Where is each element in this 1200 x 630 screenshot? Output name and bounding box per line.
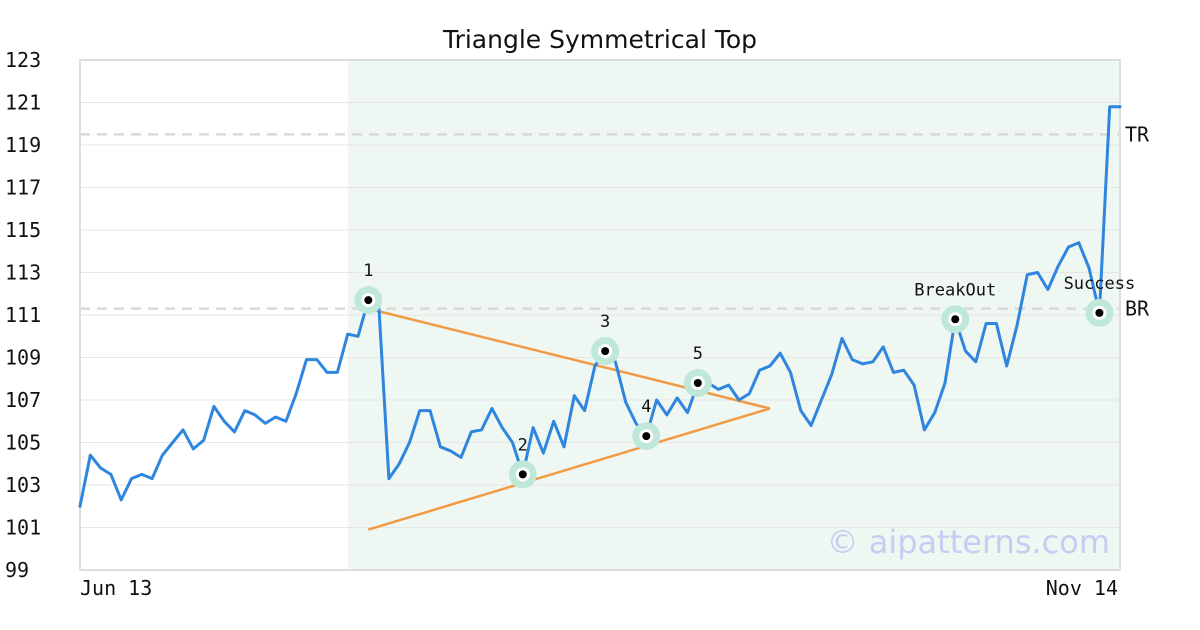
y-tick-label: 105: [5, 431, 41, 455]
marker-dot: [1095, 308, 1104, 317]
y-tick-label: 123: [5, 48, 41, 72]
marker-dot: [693, 379, 702, 387]
marker-dot: [951, 315, 960, 324]
y-tick-label: 111: [5, 303, 41, 327]
y-tick-label: 113: [5, 261, 41, 285]
marker-dot: [642, 432, 651, 441]
chart-title: Triangle Symmetrical Top: [442, 25, 757, 54]
x-tick-label-start: Jun 13: [80, 576, 152, 600]
y-axis-ticks: 99 101 103 105 107 109 111 113 115 117 119 121 123: [5, 48, 41, 582]
marker-label: 4: [641, 397, 651, 417]
pattern-markers: 1 2 3 4 5 BreakOut Success: [354, 261, 1136, 489]
y-tick-label: 103: [5, 473, 41, 497]
watermark: © aipatterns.com: [827, 523, 1110, 561]
marker-label: 5: [693, 344, 703, 364]
trendline: [367, 407, 771, 531]
marker-label: 3: [600, 312, 610, 332]
marker-dot: [518, 470, 527, 479]
marker-label: 1: [363, 261, 373, 281]
level-label: TR: [1125, 122, 1150, 146]
y-tick-label: 101: [5, 516, 41, 540]
level-label: BR: [1125, 297, 1150, 321]
marker-label: 2: [518, 435, 528, 455]
plot-frame: [79, 59, 1121, 571]
y-tick-label: 115: [5, 218, 41, 242]
y-tick-label: 99: [5, 558, 29, 582]
y-tick-label: 107: [5, 388, 41, 412]
marker-label: Success: [1064, 274, 1136, 294]
level-lines: TR BR: [80, 122, 1150, 321]
y-tick-label: 121: [5, 91, 41, 115]
x-tick-label-end: Nov 14: [1046, 576, 1118, 600]
marker-dot: [364, 296, 373, 305]
y-tick-label: 109: [5, 346, 41, 370]
marker-dot: [601, 347, 610, 356]
marker-label: BreakOut: [914, 280, 996, 300]
y-tick-label: 119: [5, 133, 41, 157]
y-tick-label: 117: [5, 176, 41, 200]
